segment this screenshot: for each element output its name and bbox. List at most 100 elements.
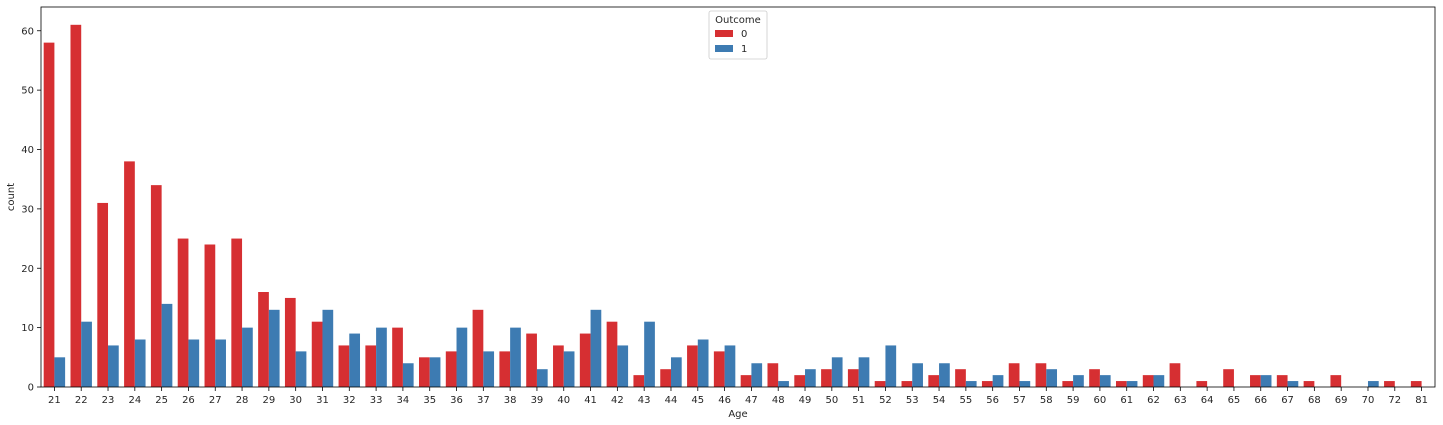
x-tick-label: 23 (102, 395, 115, 406)
bar-outcome-1-age-54 (939, 363, 950, 387)
bar-outcome-0-age-30 (284, 297, 296, 387)
x-tick-label: 42 (611, 395, 624, 406)
bar-outcome-0-age-23 (97, 202, 109, 387)
bar-outcome-0-age-42 (606, 321, 618, 387)
x-tick-label: 22 (75, 395, 88, 406)
x-tick-label: 47 (745, 395, 758, 406)
bar-outcome-1-age-41 (590, 309, 602, 387)
bar-outcome-0-age-66 (1250, 375, 1261, 388)
bar-outcome-1-age-39 (536, 369, 548, 387)
legend: Outcome 01 (708, 10, 768, 60)
bar-outcome-0-age-46 (713, 351, 725, 388)
bar-outcome-1-age-57 (1019, 381, 1031, 387)
x-tick-label: 64 (1201, 395, 1214, 406)
bar-outcome-1-age-43 (644, 321, 655, 387)
x-tick-label: 31 (316, 395, 329, 406)
x-tick-label: 72 (1388, 395, 1401, 406)
legend-swatch-0 (715, 30, 733, 37)
bar-outcome-1-age-22 (81, 321, 92, 387)
x-tick-label: 60 (1094, 395, 1107, 406)
bar-outcome-1-age-37 (483, 351, 495, 388)
x-tick-label: 38 (504, 395, 517, 406)
bars-layer (43, 24, 1422, 388)
bar-outcome-0-age-29 (258, 292, 269, 387)
bar-outcome-1-age-42 (617, 345, 629, 387)
bar-outcome-1-age-55 (965, 381, 977, 387)
bar-outcome-0-age-55 (955, 369, 966, 387)
x-tick-label: 51 (852, 395, 865, 406)
bar-outcome-0-age-27 (204, 244, 216, 387)
bar-outcome-1-age-23 (108, 345, 119, 387)
x-tick-label: 58 (1040, 395, 1053, 406)
y-tick-label: 60 (21, 26, 34, 37)
bar-outcome-1-age-46 (724, 345, 736, 387)
bar-outcome-0-age-62 (1142, 375, 1154, 388)
bar-outcome-1-age-49 (805, 369, 816, 387)
bar-outcome-1-age-60 (1099, 375, 1111, 388)
bar-outcome-0-age-57 (1008, 363, 1020, 387)
bar-outcome-1-age-45 (697, 339, 709, 387)
bar-outcome-1-age-32 (349, 333, 361, 387)
x-tick-label: 28 (236, 395, 249, 406)
bar-outcome-1-age-33 (376, 327, 387, 388)
bar-outcome-0-age-45 (687, 345, 698, 387)
bar-outcome-1-age-27 (215, 339, 226, 387)
bar-outcome-1-age-24 (134, 339, 146, 387)
bar-outcome-1-age-48 (778, 381, 789, 387)
bar-outcome-1-age-50 (831, 357, 843, 387)
x-tick-label: 81 (1415, 395, 1428, 406)
x-tick-label: 66 (1254, 395, 1267, 406)
bar-outcome-1-age-28 (242, 327, 253, 388)
x-tick-label: 62 (1147, 395, 1160, 406)
bar-outcome-0-age-37 (472, 309, 484, 387)
bar-outcome-1-age-35 (429, 357, 441, 387)
bar-outcome-1-age-66 (1260, 375, 1272, 388)
bar-outcome-1-age-47 (751, 363, 763, 387)
bar-outcome-0-age-60 (1089, 369, 1100, 387)
x-tick-label: 32 (343, 395, 356, 406)
x-tick-label: 44 (665, 395, 678, 406)
x-tick-label: 21 (48, 395, 61, 406)
bar-outcome-1-age-30 (295, 351, 307, 388)
x-tick-label: 43 (638, 395, 651, 406)
y-tick-label: 10 (21, 323, 34, 334)
x-tick-label: 35 (423, 395, 436, 406)
bar-outcome-0-age-21 (43, 42, 55, 388)
x-tick-label: 40 (557, 395, 570, 406)
x-tick-label: 24 (128, 395, 141, 406)
x-tick-label: 56 (986, 395, 999, 406)
x-axis: 21 22 23 24 25 26 27 28 29 30 31 32 33 34 35 36 37 38 39 40… (48, 387, 1428, 406)
legend-entries: 01 (715, 29, 747, 55)
bar-outcome-0-age-49 (794, 375, 806, 388)
x-tick-label: 27 (209, 395, 222, 406)
x-tick-label: 69 (1335, 395, 1348, 406)
x-tick-label: 68 (1308, 395, 1321, 406)
bar-outcome-0-age-64 (1196, 381, 1208, 387)
bar-outcome-0-age-41 (579, 333, 591, 387)
y-tick-label: 40 (21, 145, 34, 156)
bar-outcome-0-age-38 (499, 351, 511, 388)
bar-outcome-0-age-54 (928, 375, 940, 388)
x-tick-label: 57 (1013, 395, 1026, 406)
bar-outcome-0-age-36 (445, 351, 457, 388)
y-tick-label: 30 (21, 204, 34, 215)
bar-outcome-1-age-34 (402, 363, 414, 387)
y-axis: 0 10 20 30 40 50 60 (21, 26, 41, 394)
bar-outcome-0-age-81 (1410, 381, 1422, 387)
bar-outcome-0-age-24 (124, 161, 135, 388)
x-tick-label: 37 (477, 395, 490, 406)
bar-outcome-0-age-44 (660, 369, 671, 387)
bar-outcome-0-age-32 (338, 345, 350, 387)
y-tick-label: 20 (21, 264, 34, 275)
bar-outcome-1-age-40 (563, 351, 575, 388)
bar-outcome-1-age-61 (1126, 381, 1138, 387)
bar-outcome-0-age-65 (1223, 369, 1234, 387)
bar-outcome-0-age-58 (1035, 363, 1047, 387)
x-tick-label: 41 (584, 395, 597, 406)
bar-outcome-0-age-67 (1276, 375, 1288, 388)
bar-outcome-0-age-72 (1384, 381, 1395, 387)
bar-outcome-0-age-56 (981, 381, 993, 387)
bar-outcome-0-age-63 (1169, 363, 1181, 387)
bar-outcome-0-age-52 (874, 381, 886, 387)
